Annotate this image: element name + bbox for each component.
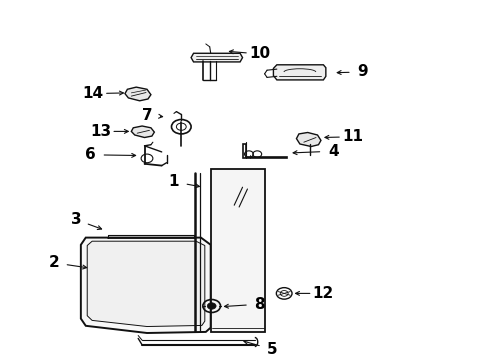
- Polygon shape: [273, 65, 326, 80]
- Polygon shape: [296, 132, 321, 147]
- Polygon shape: [131, 126, 154, 138]
- Text: 6: 6: [85, 147, 96, 162]
- Text: 5: 5: [267, 342, 277, 357]
- Polygon shape: [125, 87, 151, 101]
- Polygon shape: [87, 241, 205, 327]
- Text: 7: 7: [142, 108, 152, 123]
- Polygon shape: [211, 169, 265, 332]
- Text: 9: 9: [357, 64, 368, 80]
- Text: 14: 14: [82, 86, 104, 101]
- Text: 4: 4: [328, 144, 339, 159]
- Text: 2: 2: [49, 255, 59, 270]
- Text: 3: 3: [71, 212, 81, 227]
- Circle shape: [207, 303, 216, 309]
- Text: 13: 13: [90, 124, 111, 139]
- Polygon shape: [191, 53, 243, 62]
- Text: 11: 11: [343, 129, 363, 144]
- Text: 10: 10: [249, 46, 270, 62]
- Polygon shape: [81, 238, 211, 333]
- Text: 8: 8: [254, 297, 265, 312]
- Text: 1: 1: [169, 174, 179, 189]
- Text: 12: 12: [313, 286, 334, 301]
